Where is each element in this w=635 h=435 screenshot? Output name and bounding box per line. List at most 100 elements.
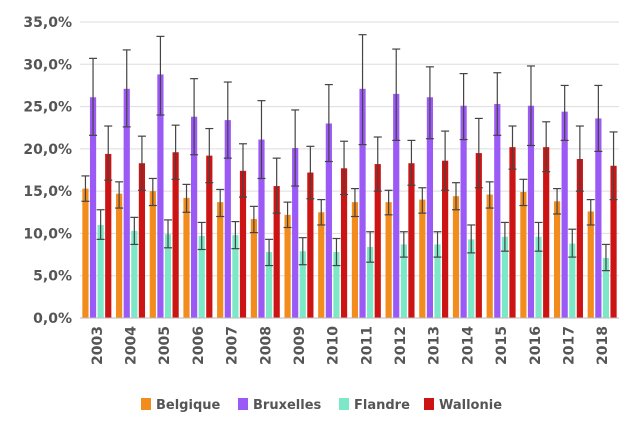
bar-flandre-2007	[232, 235, 239, 318]
x-tick-label: 2008	[258, 326, 274, 365]
bar-wallonie-2014	[475, 153, 482, 318]
x-tick-label: 2011	[359, 326, 375, 365]
bar-belgique-2010	[318, 212, 325, 318]
legend: Belgique Bruxelles Flandre Wallonie	[141, 398, 502, 413]
bar-belgique-2003	[82, 188, 89, 318]
x-tick-label: 2016	[528, 326, 544, 365]
bar-belgique-2013	[419, 199, 426, 318]
x-tick-label: 2010	[326, 326, 342, 365]
x-tick-label: 2007	[225, 326, 241, 365]
bar-belgique-2005	[149, 191, 156, 318]
bar-bruxelles-2014	[460, 105, 467, 319]
legend-swatch	[141, 398, 151, 410]
x-tick-label: 2009	[292, 326, 308, 365]
bar-wallonie-2006	[206, 155, 213, 318]
bar-belgique-2011	[351, 202, 359, 318]
bar-flandre-2004	[131, 230, 138, 318]
bar-bruxelles-2017	[561, 111, 568, 318]
bar-flandre-2010	[333, 252, 340, 318]
legend-swatch	[424, 398, 434, 410]
legend-item-wallonie: Wallonie	[424, 398, 502, 413]
x-tick-label: 2018	[595, 326, 611, 365]
grid	[80, 21, 619, 277]
bar-flandre-2014	[468, 239, 475, 318]
y-tick-label: 5,0%	[33, 269, 72, 285]
bar-bruxelles-2010	[325, 123, 332, 318]
bar-bruxelles-2007	[224, 120, 231, 318]
bar-belgique-2017	[553, 201, 561, 318]
bar-flandre-2013	[434, 244, 441, 318]
bar-flandre-2017	[569, 243, 576, 318]
bar-bruxelles-2008	[258, 139, 265, 318]
y-axis-ticks: 0,0% 5,0% 10,0% 15,0% 20,0% 25,0% 30,0% 35,0%	[23, 15, 72, 327]
legend-label: Belgique	[156, 398, 221, 413]
bar-bruxelles-2015	[494, 104, 501, 318]
bar-belgique-2012	[385, 202, 392, 318]
bar-wallonie-2013	[442, 160, 449, 318]
bar-bruxelles-2016	[527, 105, 535, 319]
bar-belgique-2004	[116, 193, 123, 318]
bar-bruxelles-2011	[359, 88, 366, 318]
y-tick-label: 20,0%	[23, 142, 72, 158]
bar-flandre-2011	[367, 246, 374, 318]
bar-belgique-2006	[183, 197, 190, 318]
y-tick-label: 10,0%	[23, 226, 72, 242]
bar-bruxelles-2013	[426, 97, 434, 318]
bar-flandre-2003	[97, 224, 104, 318]
bar-wallonie-2007	[239, 170, 247, 318]
bar-wallonie-2008	[273, 186, 280, 318]
x-tick-label: 2006	[191, 326, 207, 365]
bar-wallonie-2010	[340, 168, 348, 318]
legend-item-flandre: Flandre	[339, 398, 410, 413]
x-tick-label: 2015	[494, 326, 510, 365]
bar-belgique-2009	[284, 214, 291, 318]
x-axis-ticks: 2003 2004 2005 2006 2007 2008 2009 2010 2011 2012…	[90, 326, 611, 365]
bar-flandre-2006	[198, 235, 205, 318]
bar-wallonie-2018	[610, 165, 617, 318]
x-tick-label: 2003	[90, 326, 106, 365]
bar-bruxelles-2009	[292, 148, 299, 318]
legend-item-belgique: Belgique	[141, 398, 221, 413]
bar-flandre-2012	[400, 244, 407, 318]
bar-bruxelles-2005	[157, 74, 164, 318]
error-bars	[81, 34, 618, 272]
legend-swatch	[339, 398, 349, 410]
bar-bruxelles-2004	[123, 88, 130, 318]
x-tick-label: 2013	[427, 326, 443, 365]
bar-flandre-2005	[164, 234, 172, 318]
bar-wallonie-2012	[408, 163, 415, 318]
bar-bruxelles-2012	[393, 93, 400, 318]
bar-bruxelles-2003	[89, 97, 97, 318]
y-tick-label: 35,0%	[23, 15, 72, 31]
x-tick-label: 2014	[460, 326, 476, 365]
y-tick-label: 30,0%	[23, 57, 72, 73]
bar-belgique-2014	[452, 196, 460, 318]
bar-wallonie-2015	[509, 147, 516, 318]
bar-flandre-2009	[299, 251, 306, 318]
y-tick-label: 0,0%	[33, 311, 72, 327]
legend-swatch	[238, 398, 248, 410]
bar-belgique-2008	[250, 219, 257, 318]
bar-wallonie-2003	[105, 153, 112, 318]
bar-wallonie-2016	[543, 147, 550, 318]
x-tick-label: 2005	[157, 326, 173, 365]
bar-wallonie-2011	[374, 164, 381, 318]
bar-wallonie-2009	[307, 172, 314, 318]
bar-flandre-2016	[535, 236, 542, 318]
bar-belgique-2016	[520, 191, 527, 318]
bar-wallonie-2004	[138, 163, 146, 318]
bar-belgique-2015	[486, 194, 493, 318]
bar-wallonie-2017	[576, 159, 583, 318]
y-tick-label: 25,0%	[23, 100, 72, 116]
bar-flandre-2018	[602, 257, 610, 318]
bar-bruxelles-2006	[191, 116, 198, 318]
bar-belgique-2018	[587, 211, 594, 318]
x-tick-label: 2017	[561, 326, 577, 365]
x-tick-label: 2012	[393, 326, 409, 365]
bar-flandre-2008	[265, 252, 273, 318]
bar-wallonie-2005	[172, 152, 179, 318]
legend-label: Wallonie	[439, 398, 502, 413]
bar-belgique-2007	[217, 202, 224, 318]
